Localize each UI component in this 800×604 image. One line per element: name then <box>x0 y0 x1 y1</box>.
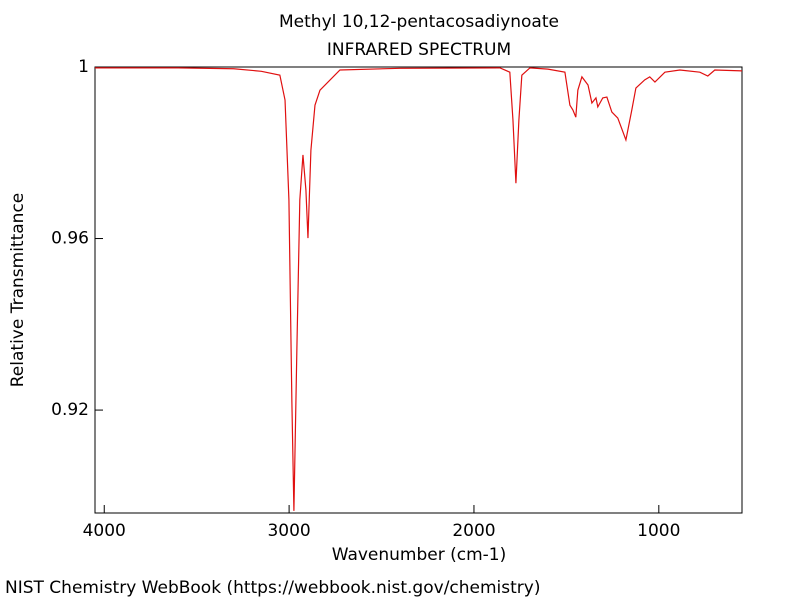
x-axis-label: Wavenumber (cm-1) <box>332 545 507 565</box>
x-tick-label: 4000 <box>83 521 126 541</box>
x-tick-label: 1000 <box>637 521 680 541</box>
y-axis-label: Relative Transmittance <box>8 193 28 388</box>
plot-frame <box>94 66 743 514</box>
chart-title: Methyl 10,12-pentacosadiynoate <box>279 12 559 32</box>
y-tick-label: 0.92 <box>51 400 89 420</box>
x-tick-label: 3000 <box>267 521 310 541</box>
y-tick-label: 1 <box>78 57 89 77</box>
spectrum-line <box>95 67 743 511</box>
footer: NIST Chemistry WebBook (https://webbook.… <box>5 578 540 598</box>
y-tick-label: 0.96 <box>51 229 89 249</box>
chart-subtitle: INFRARED SPECTRUM <box>327 40 511 60</box>
x-tick-label: 2000 <box>452 521 495 541</box>
